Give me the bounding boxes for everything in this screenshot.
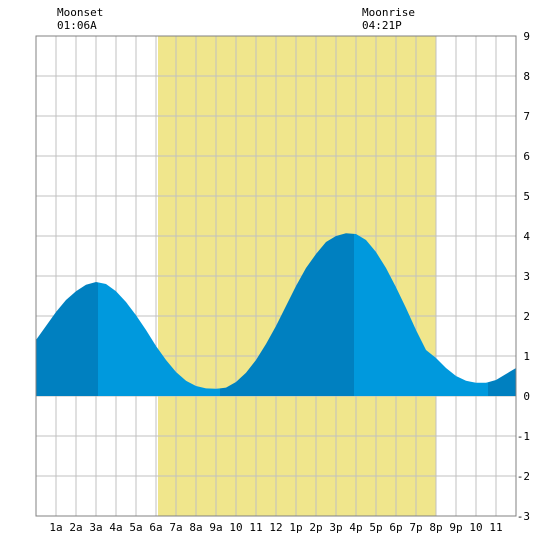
x-tick-label: 7p [409, 521, 422, 534]
tide-area-falling [98, 282, 220, 396]
x-tick-label: 7a [169, 521, 182, 534]
x-tick-label: 11 [249, 521, 262, 534]
y-tick-label: -3 [517, 510, 530, 523]
tide-area-rising [36, 282, 98, 396]
x-tick-label: 10 [229, 521, 242, 534]
x-tick-label: 9p [449, 521, 462, 534]
x-tick-label: 11 [489, 521, 502, 534]
y-tick-label: 2 [523, 310, 530, 323]
x-tick-label: 6p [389, 521, 402, 534]
tide-area-falling [354, 233, 488, 396]
x-tick-label: 1a [49, 521, 62, 534]
x-tick-label: 1p [289, 521, 302, 534]
x-tick-label: 2p [309, 521, 322, 534]
x-tick-label: 3a [89, 521, 102, 534]
y-tick-label: 0 [523, 390, 530, 403]
x-tick-label: 5a [129, 521, 142, 534]
x-tick-label: 3p [329, 521, 342, 534]
x-tick-label: 8p [429, 521, 442, 534]
x-tick-label: 9a [209, 521, 222, 534]
y-tick-label: 4 [523, 230, 530, 243]
y-tick-label: 6 [523, 150, 530, 163]
y-tick-label: 9 [523, 30, 530, 43]
y-tick-label: -2 [517, 470, 530, 483]
y-tick-label: 3 [523, 270, 530, 283]
x-tick-label: 2a [69, 521, 82, 534]
x-tick-label: 6a [149, 521, 162, 534]
x-tick-label: 10 [469, 521, 482, 534]
x-tick-label: 4p [349, 521, 362, 534]
x-tick-label: 12 [269, 521, 282, 534]
plot-frame [35, 35, 517, 517]
y-tick-label: 5 [523, 190, 530, 203]
moonset-time: 01:06A [57, 19, 97, 32]
tide-area-rising [488, 368, 516, 396]
tide-area-rising [220, 233, 354, 396]
moonset-label: Moonset [57, 6, 103, 19]
x-tick-label: 8a [189, 521, 202, 534]
y-tick-label: -1 [517, 430, 530, 443]
x-tick-label: 4a [109, 521, 122, 534]
y-tick-label: 1 [523, 350, 530, 363]
moonrise-time: 04:21P [362, 19, 402, 32]
y-tick-label: 7 [523, 110, 530, 123]
x-tick-label: 5p [369, 521, 382, 534]
moonrise-label: Moonrise [362, 6, 415, 19]
y-tick-label: 8 [523, 70, 530, 83]
